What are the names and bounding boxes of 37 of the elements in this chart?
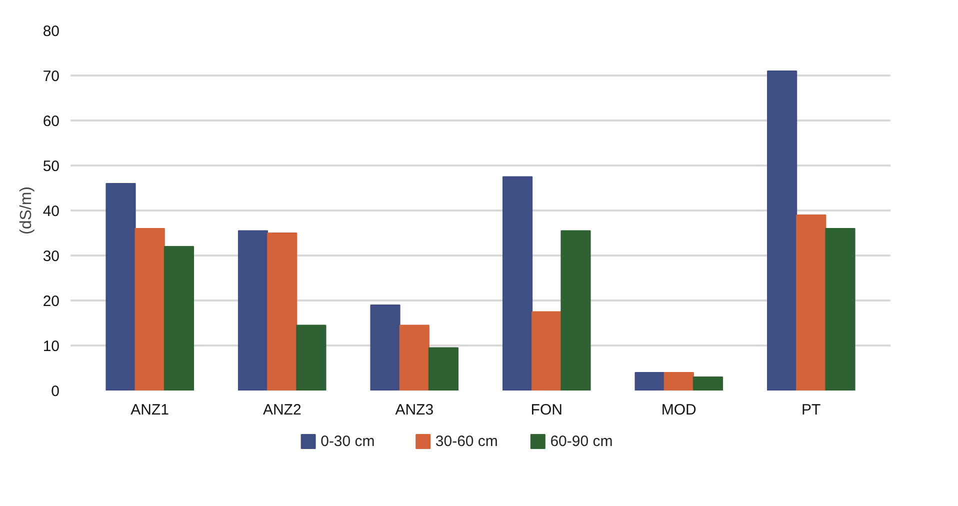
bar: [692, 376, 724, 390]
bar: [134, 228, 165, 390]
bar: [238, 230, 268, 390]
y-tick-label: 60: [42, 113, 60, 130]
bar: [370, 304, 400, 390]
bar: [267, 232, 298, 390]
x-tick-label: PT: [802, 402, 821, 418]
bar: [164, 246, 194, 390]
x-tick-label: FON: [530, 402, 562, 418]
bar: [560, 230, 591, 390]
x-tick-label: ANZ2: [262, 402, 302, 418]
y-axis-title: (dS/m): [18, 186, 35, 234]
bar: [532, 311, 562, 390]
x-tick-label: MOD: [661, 402, 697, 418]
legend-label: 0-30 cm: [320, 433, 375, 450]
legend-label: 30-60 cm: [435, 433, 498, 450]
bar: [796, 214, 826, 390]
bar: [399, 324, 430, 390]
bar: [767, 70, 798, 390]
x-tick-label: ANZ3: [395, 402, 434, 418]
y-tick-label: 70: [42, 68, 60, 85]
y-tick-label: 40: [42, 203, 60, 220]
bar: [296, 324, 326, 390]
bar: [664, 372, 694, 390]
bar: [502, 176, 533, 390]
bar: [825, 228, 856, 390]
legend-label: 60-90 cm: [550, 433, 613, 450]
bar: [106, 183, 136, 390]
bar: [428, 347, 459, 390]
y-tick-label: 30: [42, 248, 60, 265]
y-tick-label: 50: [42, 158, 60, 175]
y-tick-label: 20: [42, 293, 60, 310]
y-tick-label: 0: [51, 383, 60, 400]
y-tick-label: 10: [42, 338, 60, 355]
bar: [634, 372, 665, 390]
y-tick-label: 80: [42, 23, 60, 40]
x-tick-label: ANZ1: [130, 402, 170, 418]
